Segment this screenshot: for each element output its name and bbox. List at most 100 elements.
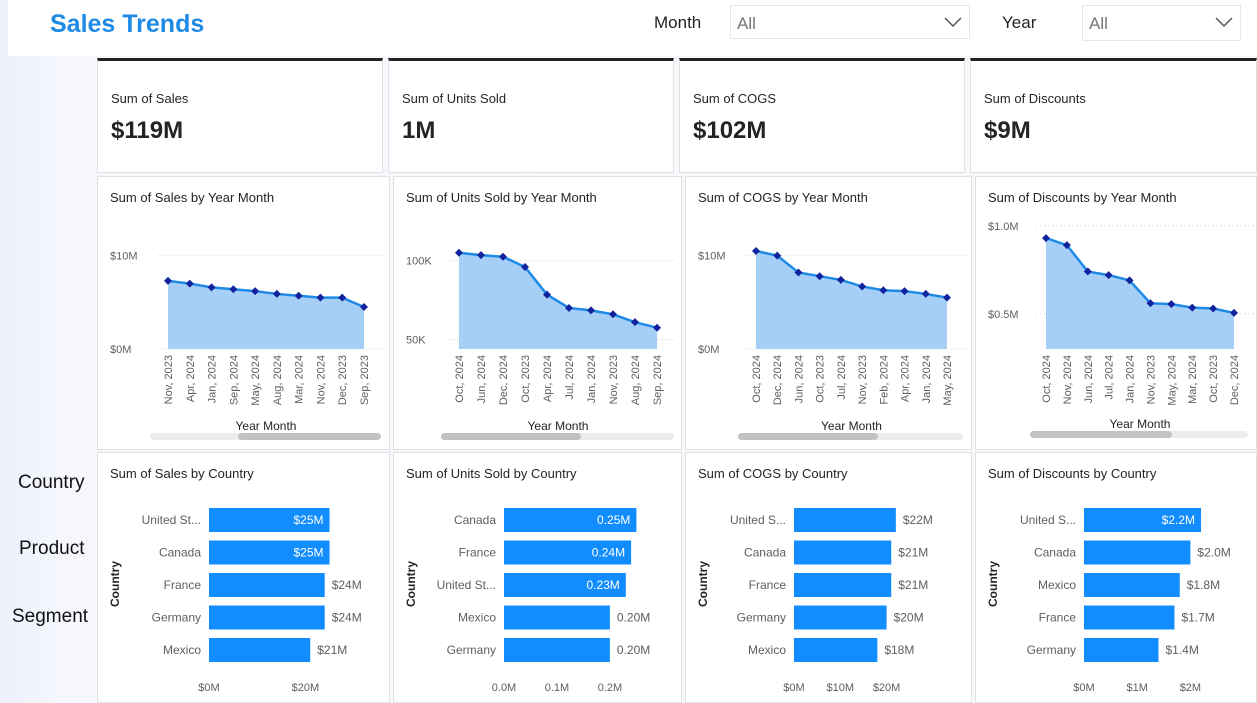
y-tick-label: $0.5M [988,309,1019,321]
data-point [1042,234,1050,243]
bar [1084,573,1180,597]
data-point [587,306,595,315]
x-scrollbar[interactable] [441,433,674,440]
data-label: 0.25M [597,513,630,527]
category-label: Canada [1034,546,1076,560]
x-scrollbar[interactable] [1030,431,1248,438]
x-tick-label: Nov, 2023 [163,355,175,404]
scrollbar-thumb[interactable] [738,433,878,440]
x-axis-title: Year Month [821,419,882,433]
data-label: $24M [332,611,362,625]
kpi-label: Sum of COGS [693,91,777,106]
bar [504,605,610,630]
chart-title: Sum of Sales by Year Month [110,190,275,205]
data-point [1209,304,1218,313]
data-label: 0.24M [592,546,625,560]
x-tick-label: Oct, 2024 [454,355,466,403]
x-tick-label: Jul, 2024 [1104,355,1116,400]
kpi-label: Sum of Discounts [984,91,1086,106]
area-chart-card-sales: Sum of Sales by Year Month $0M $10M Nov, 2… [97,176,390,450]
bar [1084,508,1202,532]
kpi-label: Sum of Units Sold [402,91,507,106]
bar-chart-card-units-by-country: Sum of Units Sold by Country Country Cana… [393,452,682,703]
bar [794,605,887,630]
area-chart-card-discounts: Sum of Discounts by Year Month $0.5M $1.0… [975,176,1257,450]
scrollbar-thumb[interactable] [1030,431,1172,438]
y-axis-title: Country [108,561,122,607]
data-point [921,289,930,298]
x-tick-label: $0M [1073,682,1094,694]
bar [1084,638,1159,662]
category-label: France [749,578,787,592]
chart-title: Sum of COGS by Year Month [698,190,868,205]
data-label: 0.20M [617,611,650,625]
nav-country-button[interactable]: Country [18,472,85,493]
chart-title: Sum of Units Sold by Year Month [406,190,597,205]
x-tick-label: 0.0M [492,682,516,694]
month-dropdown[interactable]: All [730,5,970,39]
data-point [794,268,803,277]
y-axis-title: Country [986,561,1000,607]
x-tick-label: 0.2M [598,682,622,694]
bar [504,573,626,597]
y-tick-label: $0M [698,344,719,356]
bar-chart-card-cogs-by-country: Sum of COGS by Country Country United S..… [685,452,972,703]
category-label: Mexico [748,643,786,657]
category-label: Mexico [163,643,201,657]
x-tick-label: Nov, 2023 [608,355,620,404]
x-tick-label: Jun, 2024 [793,355,805,403]
y-axis-title: Country [404,561,418,607]
year-dropdown-value: All [1089,14,1108,33]
year-dropdown[interactable]: All [1082,5,1241,41]
header-bar [8,0,1257,56]
x-tick-label: Nov, 2023 [857,355,869,404]
kpi-value: 1M [402,117,436,144]
data-point [251,287,260,296]
x-scrollbar[interactable] [150,433,381,440]
data-point [1104,271,1113,280]
bar [794,638,878,662]
bar [794,540,892,565]
x-tick-label: Feb, 2024 [878,355,890,405]
bar-chart-units-by-country: Country Canada 0.25M France 0.24M United St..… [404,508,650,694]
category-label: United S... [1020,513,1076,527]
nav-product-button[interactable]: Product [19,538,85,559]
x-tick-label: Jul, 2024 [564,355,576,400]
y-tick-label: 100K [406,256,432,268]
scrollbar-thumb[interactable] [441,433,581,440]
x-tick-label: Dec, 2023 [337,355,349,405]
bar [504,508,637,532]
x-tick-label: Mar, 2024 [294,355,306,404]
category-label: Germany [737,611,786,625]
y-tick-label: $0M [110,344,131,356]
x-scrollbar[interactable] [738,433,963,440]
bar [209,638,311,662]
x-tick-label: Jul, 2024 [836,355,848,400]
data-point [543,290,551,299]
data-label: $1.4M [1165,643,1198,657]
area-chart-card-cogs: Sum of COGS by Year Month $0M $10M Oct, 20… [685,176,972,450]
chart-title: Sum of Sales by Country [110,466,254,481]
data-label: $1.7M [1181,611,1214,625]
scrollbar-thumb[interactable] [237,433,381,440]
data-point [521,262,529,271]
data-label: 0.23M [586,578,619,592]
bar-chart-discounts-by-country: Country United S... $2.2M Canada $2.0M Mexico… [986,508,1231,694]
data-point [272,289,281,298]
month-slicer-label: Month [654,13,702,32]
data-label: $21M [898,546,928,560]
data-point [185,279,194,288]
data-point [316,293,325,302]
kpi-card-cogs: Sum of COGS $102M [679,58,965,173]
nav-segment-button[interactable]: Segment [12,606,89,627]
bar [1084,540,1191,565]
data-point [338,293,347,302]
data-point [1188,303,1197,312]
data-point [1125,276,1134,285]
x-tick-label: Dec, 2024 [772,355,784,405]
bar-chart-sales-by-country: Country United St... $25M Canada $25M France $… [108,508,362,694]
x-tick-label: Jan, 2024 [586,355,598,403]
x-tick-label: Oct, 2024 [1041,355,1053,403]
data-point [294,291,303,300]
chart-title: Sum of Discounts by Country [988,466,1157,481]
